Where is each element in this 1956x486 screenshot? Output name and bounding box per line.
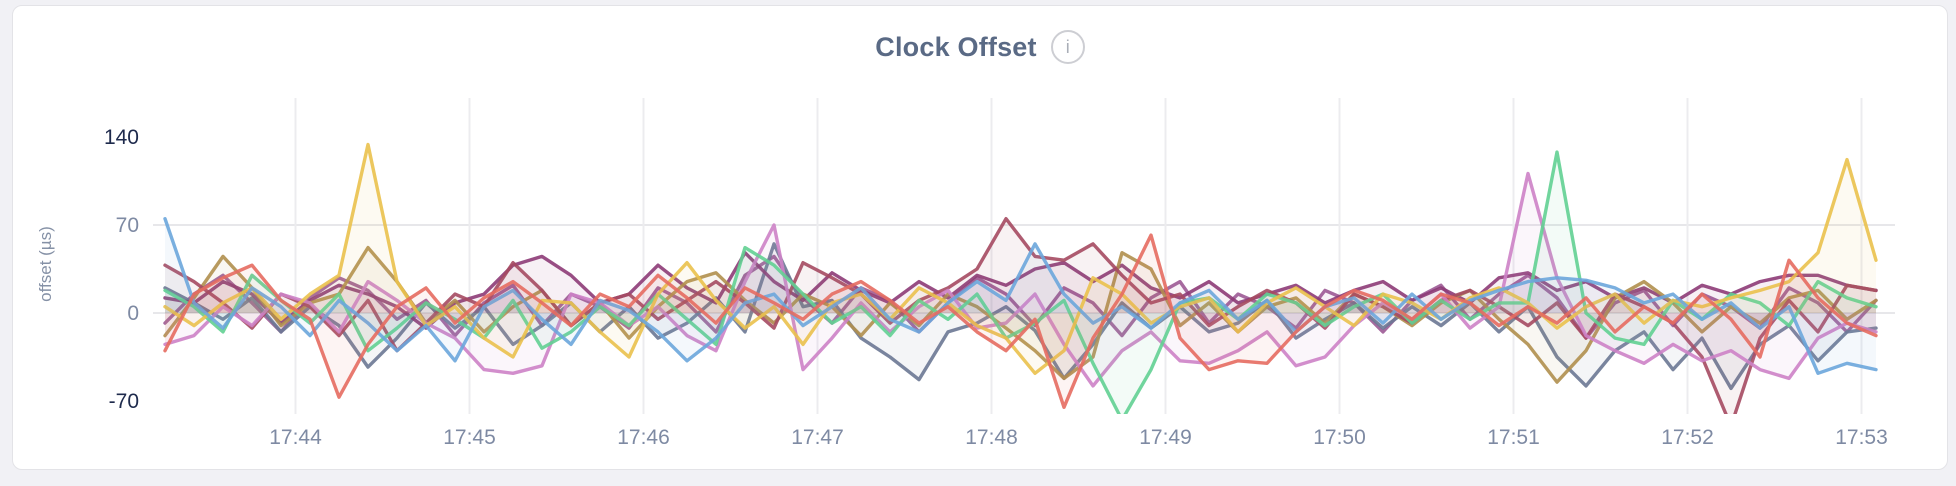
- info-icon[interactable]: i: [1050, 30, 1085, 64]
- series-maroon-area: [165, 218, 1876, 414]
- y-tick-label: 140: [104, 126, 139, 149]
- clock-offset-card: 17:44 17:45 17:46 17:47 17:48 17:49 17:50 17:51…: [12, 5, 1948, 470]
- y-tick-label: -70: [109, 390, 139, 413]
- x-tick-label: 17:46: [617, 426, 670, 449]
- y-tick-label: 70: [116, 214, 139, 237]
- series-blue-line: [163, 216, 1878, 375]
- chart-header: Clock Offset i: [13, 30, 1947, 64]
- chart-title: Clock Offset: [875, 31, 1037, 62]
- x-tick-label: 17:47: [791, 426, 844, 449]
- series-khaki-line: [163, 245, 1878, 384]
- x-tick-label: 17:52: [1661, 426, 1714, 449]
- series-green-area: [165, 152, 1876, 414]
- series-slate-area: [165, 243, 1876, 389]
- x-tick-label: 17:53: [1835, 426, 1888, 449]
- series-slate-line: [163, 242, 1878, 391]
- series-blue-area: [165, 218, 1876, 374]
- series-violet-area: [165, 256, 1876, 339]
- series-red-area: [165, 235, 1876, 408]
- series-orchid-line: [163, 171, 1878, 388]
- series-maroon-line: [163, 216, 1878, 414]
- y-axis-label: offset (µs): [36, 226, 55, 302]
- x-tick-label: 17:48: [965, 426, 1018, 449]
- y-tick-label: 0: [127, 302, 139, 325]
- clock-offset-chart[interactable]: 17:44 17:45 17:46 17:47 17:48 17:49 17:50 17:51…: [13, 6, 1949, 471]
- x-tick-label: 17:44: [269, 426, 322, 449]
- plot-area[interactable]: [153, 96, 1895, 414]
- x-tick-label: 17:51: [1487, 426, 1540, 449]
- series-plum-line: [163, 250, 1878, 330]
- x-tick-label: 17:45: [443, 426, 496, 449]
- x-tick-label: 17:50: [1313, 426, 1366, 449]
- series-group: [163, 142, 1878, 414]
- series-red-line: [163, 233, 1878, 409]
- series-khaki-area: [165, 247, 1876, 383]
- series-yellow-area: [165, 144, 1876, 374]
- x-tick-label: 17:49: [1139, 426, 1192, 449]
